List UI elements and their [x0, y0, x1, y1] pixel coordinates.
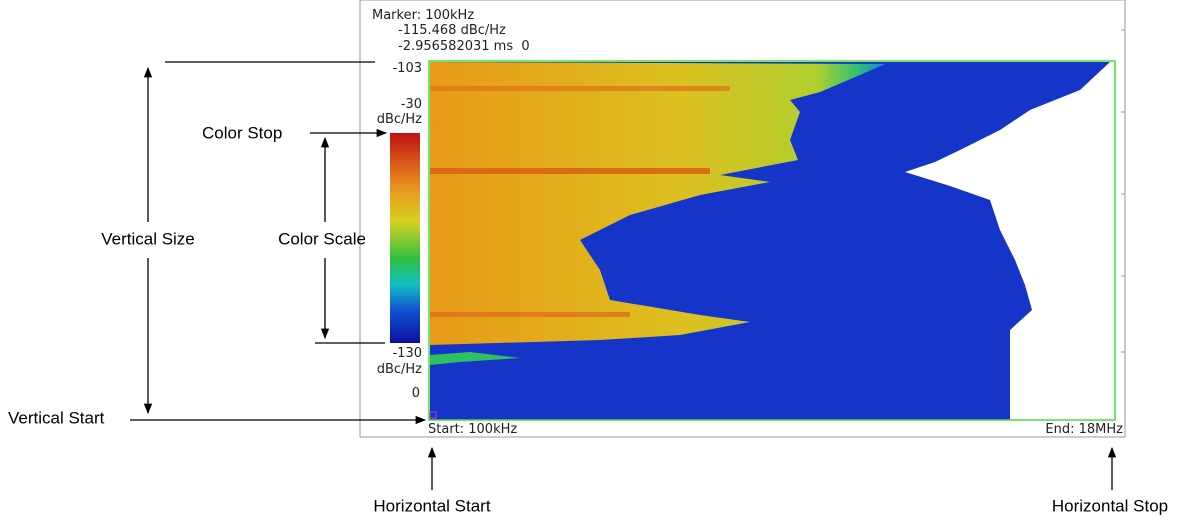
color-start-unit: dBc/Hz — [377, 362, 422, 377]
vertical-top: -103 — [392, 61, 422, 76]
callout-vertical-start: Vertical Start — [8, 408, 105, 427]
marker-frequency: Marker: 100kHz — [372, 8, 474, 23]
callout-vertical-size: Vertical Size — [101, 229, 195, 248]
frame-ticks — [1121, 29, 1125, 353]
callout-horizontal-start: Horizontal Start — [373, 496, 490, 515]
callout-lines — [130, 61, 1117, 490]
vertical-start: 0 — [412, 386, 420, 401]
horizontal-start: Start: 100kHz — [428, 422, 517, 437]
horizontal-stop: End: 18MHz — [1045, 422, 1123, 437]
color-scale — [390, 133, 420, 343]
color-start-value: -130 — [392, 346, 422, 361]
callout-color-scale: Color Scale — [278, 229, 366, 248]
color-stop-value: -30 — [401, 97, 422, 112]
color-stop-unit: dBc/Hz — [377, 112, 422, 127]
marker-time: -2.956582031 ms 0 — [398, 39, 530, 54]
callout-color-stop: Color Stop — [202, 123, 282, 142]
spectrogram — [428, 60, 1116, 421]
marker-level: -115.468 dBc/Hz — [398, 23, 506, 38]
callout-horizontal-stop: Horizontal Stop — [1052, 496, 1168, 515]
